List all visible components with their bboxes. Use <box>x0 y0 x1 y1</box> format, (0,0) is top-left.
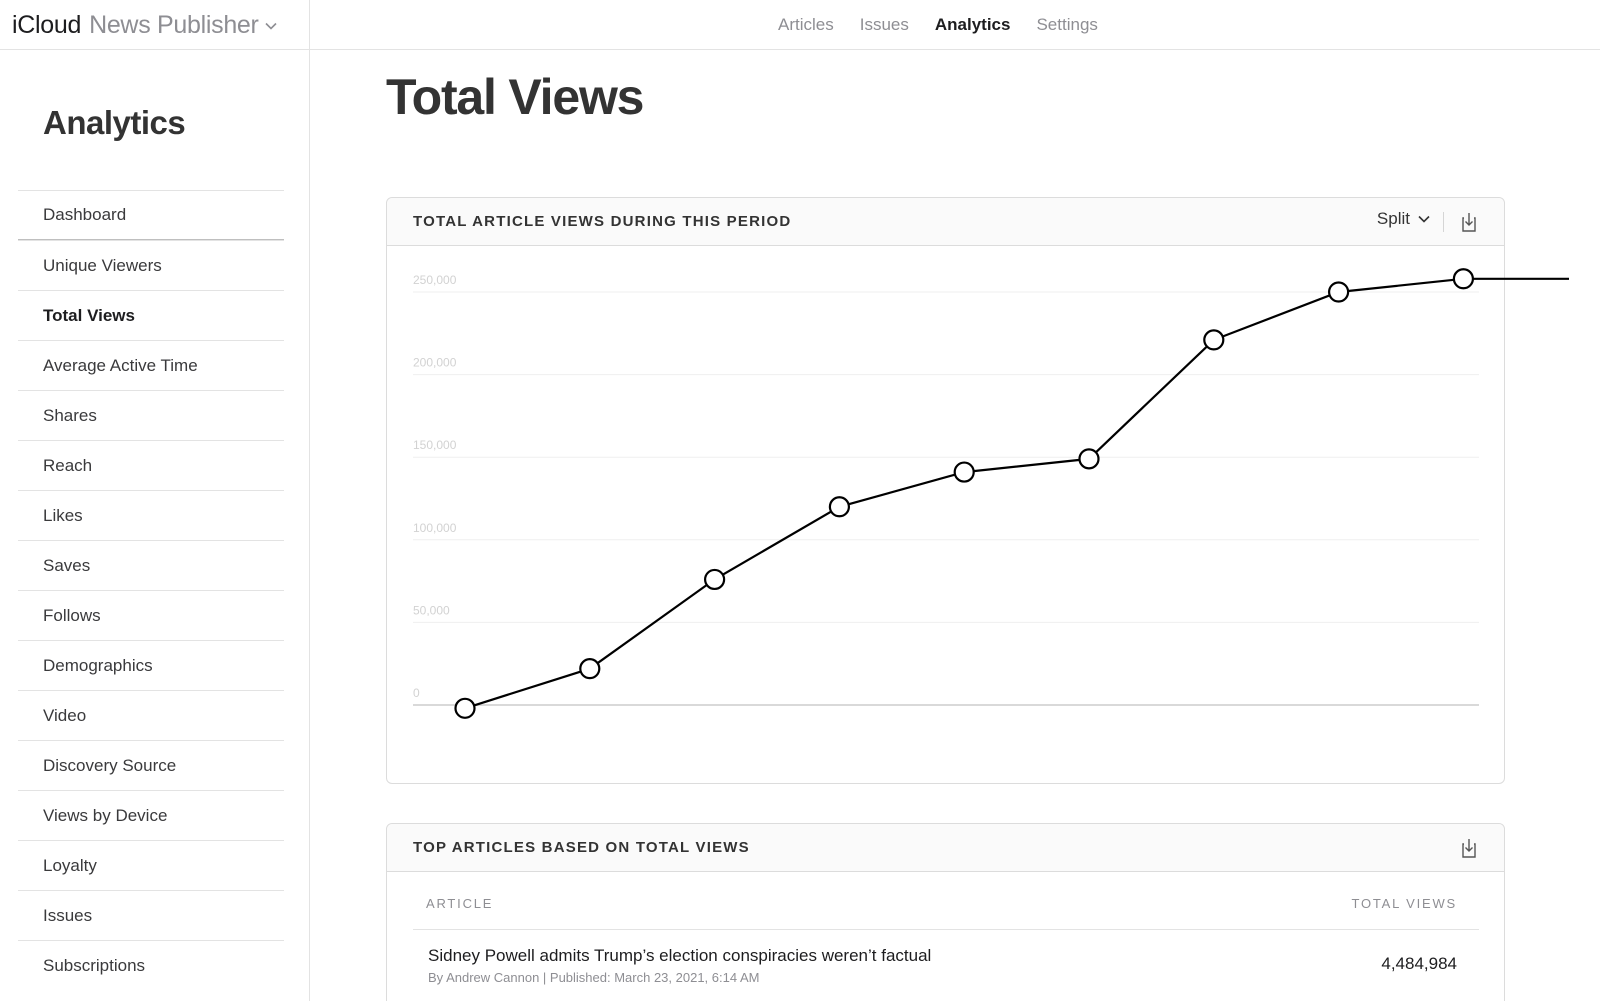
article-views: 4,484,984 <box>1381 954 1457 973</box>
split-label: Split <box>1376 209 1410 228</box>
nav-articles[interactable]: Articles <box>778 15 834 34</box>
sidebar-item-dashboard[interactable]: Dashboard <box>18 190 284 240</box>
table-card-title: TOP ARTICLES BASED ON TOTAL VIEWS <box>413 839 750 856</box>
y-tick-label: 0 <box>413 686 420 700</box>
split-dropdown[interactable]: Split <box>1377 209 1430 229</box>
data-point <box>828 496 850 518</box>
y-tick-label: 100,000 <box>413 521 457 535</box>
table-card-header: TOP ARTICLES BASED ON TOTAL VIEWS <box>387 824 1504 872</box>
chevron-down-icon <box>264 22 277 30</box>
sidebar: Analytics Dashboard Unique Viewers Total… <box>0 50 310 1001</box>
data-point <box>704 568 726 591</box>
data-point <box>953 461 975 483</box>
data-point <box>1203 329 1225 351</box>
nav-settings[interactable]: Settings <box>1036 15 1098 34</box>
chart-card-title: TOTAL ARTICLE VIEWS DURING THIS PERIOD <box>413 213 792 230</box>
sidebar-item-unique-viewers[interactable]: Unique Viewers <box>18 240 284 290</box>
top-bar: iCloud News Publisher Articles Issues An… <box>0 0 1600 50</box>
sidebar-item-issues[interactable]: Issues <box>18 890 284 940</box>
sidebar-item-saves[interactable]: Saves <box>18 540 284 590</box>
sidebar-item-shares[interactable]: Shares <box>18 390 284 440</box>
sidebar-item-average-active-time[interactable]: Average Active Time <box>18 340 284 390</box>
article-meta: By Andrew Cannon | Published: March 23, … <box>428 970 760 985</box>
col-views-header: TOTAL VIEWS <box>1351 896 1457 911</box>
sidebar-list: Dashboard Unique Viewers Total Views Ave… <box>18 190 284 990</box>
nav-issues[interactable]: Issues <box>859 15 909 34</box>
data-point <box>454 697 476 719</box>
sidebar-item-discovery-source[interactable]: Discovery Source <box>18 740 284 790</box>
total-views-chart-card: TOTAL ARTICLE VIEWS DURING THIS PERIOD S… <box>386 197 1569 784</box>
sidebar-title: Analytics <box>43 104 186 141</box>
chart-card-header: TOTAL ARTICLE VIEWS DURING THIS PERIOD S… <box>387 198 1504 246</box>
table-row[interactable]: Sidney Powell admits Trump’s election co… <box>413 930 1479 1000</box>
series-line <box>464 277 1569 710</box>
sidebar-item-loyalty[interactable]: Loyalty <box>18 840 284 890</box>
export-icon[interactable] <box>1460 837 1478 859</box>
brand-product: News Publisher <box>89 10 259 39</box>
export-icon[interactable] <box>1460 211 1478 233</box>
data-point <box>1327 281 1350 303</box>
y-tick-label: 150,000 <box>413 438 457 452</box>
y-tick-label: 50,000 <box>413 603 450 617</box>
data-point <box>579 658 601 680</box>
sidebar-item-follows[interactable]: Follows <box>18 590 284 640</box>
sidebar-item-total-views[interactable]: Total Views <box>18 290 284 340</box>
total-views-line-chart: 250,000 200,000 150,000 100,000 50,000 0 <box>413 268 1569 719</box>
nav-analytics[interactable]: Analytics <box>934 15 1011 34</box>
brand-menu[interactable]: iCloud News Publisher <box>0 0 310 50</box>
chevron-down-icon <box>1418 215 1430 223</box>
y-tick-label: 250,000 <box>413 273 457 287</box>
y-tick-label: 200,000 <box>413 356 457 370</box>
sidebar-item-views-by-device[interactable]: Views by Device <box>18 790 284 840</box>
top-articles-card: TOP ARTICLES BASED ON TOTAL VIEWS ARTICL… <box>386 823 1505 1001</box>
data-point <box>1452 268 1475 290</box>
top-articles-table: ARTICLE TOTAL VIEWS Sidney Powell admits… <box>413 872 1479 1000</box>
col-article-header: ARTICLE <box>426 896 494 911</box>
data-point <box>1078 448 1100 470</box>
top-nav: Articles Issues Analytics Settings <box>778 0 1124 50</box>
header-divider <box>1443 212 1444 232</box>
sidebar-item-subscriptions[interactable]: Subscriptions <box>18 940 284 990</box>
page-title: Total Views <box>386 69 644 125</box>
table-header: ARTICLE TOTAL VIEWS <box>413 872 1479 930</box>
sidebar-item-demographics[interactable]: Demographics <box>18 640 284 690</box>
brand-icloud: iCloud <box>12 10 82 39</box>
sidebar-item-likes[interactable]: Likes <box>18 490 284 540</box>
sidebar-item-reach[interactable]: Reach <box>18 440 284 490</box>
sidebar-item-video[interactable]: Video <box>18 690 284 740</box>
article-title: Sidney Powell admits Trump’s election co… <box>428 946 932 965</box>
